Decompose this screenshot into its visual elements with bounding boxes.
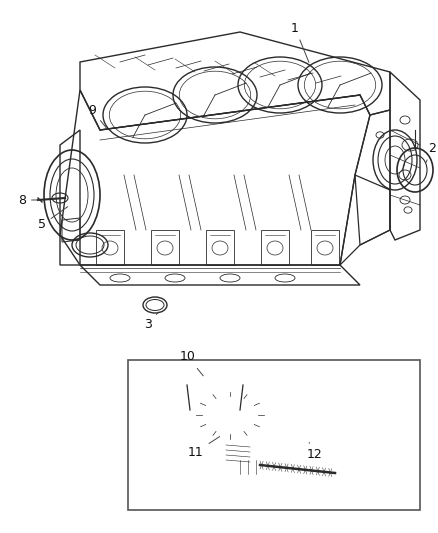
Text: 11: 11 <box>188 437 220 458</box>
Text: 8: 8 <box>18 193 39 206</box>
Text: 12: 12 <box>307 442 323 462</box>
Text: 5: 5 <box>38 207 68 231</box>
Text: 2: 2 <box>426 141 436 163</box>
Text: 9: 9 <box>88 103 106 128</box>
Text: 10: 10 <box>180 351 203 376</box>
Text: 1: 1 <box>291 21 309 62</box>
Text: 3: 3 <box>144 312 158 332</box>
Bar <box>128 360 420 510</box>
